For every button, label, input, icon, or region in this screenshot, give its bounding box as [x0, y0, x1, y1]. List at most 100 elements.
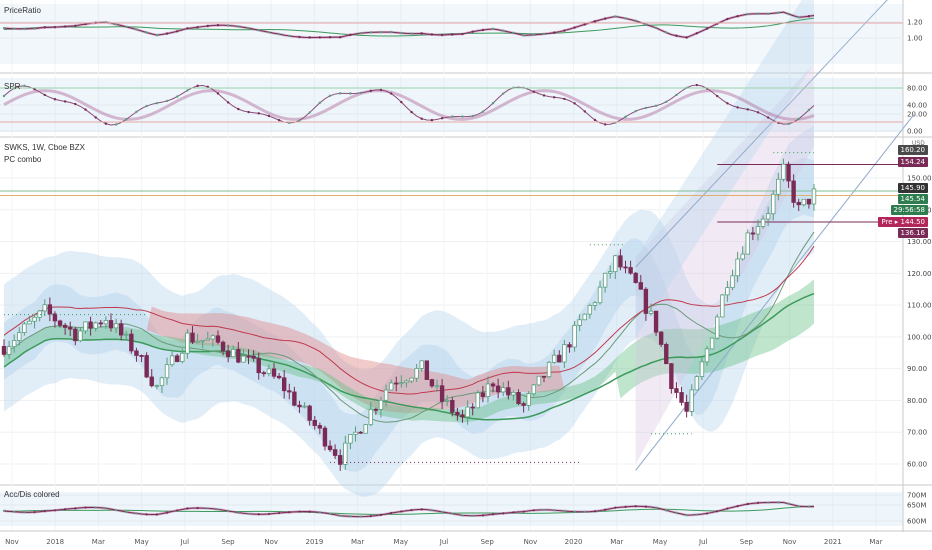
- accdist-average: [3, 505, 815, 515]
- candle-up: [465, 406, 470, 418]
- accdist-dot: [135, 512, 138, 515]
- main-pane-title[interactable]: SWKS, 1W, Cboe BZX: [4, 143, 85, 152]
- main-price-tick: 90.00: [907, 365, 927, 373]
- spr-dot: [257, 112, 260, 115]
- spr-dot: [552, 96, 556, 99]
- volatility-band-inner: [4, 157, 814, 472]
- indicator-title[interactable]: PC combo: [4, 155, 42, 164]
- accdist-dot: [94, 506, 97, 509]
- priceratio-dot: [186, 27, 189, 30]
- priceratio-dot: [257, 29, 260, 32]
- priceratio-dot: [491, 27, 495, 31]
- spr-dot: [532, 90, 536, 93]
- accdist-dot: [573, 510, 576, 513]
- candle-up: [434, 385, 440, 388]
- priceratio-dot: [155, 33, 159, 37]
- candle-up: [37, 310, 42, 318]
- spr-tick: 80.00: [907, 85, 927, 93]
- accdist-dot: [277, 511, 281, 515]
- candle-up: [404, 380, 409, 384]
- candle-up: [760, 218, 766, 227]
- candle-up: [78, 330, 83, 342]
- accdist-dot: [247, 512, 250, 515]
- spr-tick: 20.00: [907, 111, 927, 119]
- candle-up: [765, 213, 771, 220]
- priceratio-dot: [532, 33, 536, 37]
- priceratio-dot: [481, 28, 485, 32]
- spr-dot: [155, 101, 159, 105]
- spr-dot: [33, 87, 36, 91]
- accdist-dot: [390, 511, 393, 515]
- spr-dot: [410, 110, 413, 114]
- candle-down: [628, 267, 633, 274]
- accdist-dot: [155, 513, 158, 516]
- accdist-dot: [797, 505, 800, 508]
- spr-dot: [420, 117, 423, 120]
- spr-dot: [644, 106, 648, 110]
- candle-up: [11, 339, 17, 348]
- candle-up: [602, 272, 608, 288]
- price-tag: 154.24: [897, 157, 928, 167]
- candle-up: [210, 335, 216, 340]
- accdist-dot: [634, 505, 637, 508]
- candle-down: [129, 333, 134, 352]
- accdist-dot: [471, 514, 474, 517]
- priceratio-dot: [318, 36, 322, 39]
- priceratio-dot: [63, 25, 67, 28]
- spr-dot: [461, 115, 464, 118]
- time-axis-label: 2018: [46, 538, 64, 546]
- spr-dot: [2, 94, 6, 98]
- candle-down: [633, 272, 638, 283]
- spr-dot: [716, 94, 719, 98]
- candle-up: [159, 377, 165, 387]
- candle-down: [679, 392, 684, 403]
- accdist-dot: [410, 508, 413, 512]
- price_ratio-tick: 1.20: [907, 19, 923, 27]
- priceratio-dot: [288, 34, 291, 38]
- time-axis-label: May: [134, 538, 148, 546]
- spr-dot: [756, 111, 760, 114]
- accdist-dot: [756, 501, 760, 504]
- candle-up: [801, 198, 807, 206]
- spr-signal: [3, 89, 815, 121]
- price_ratio-tick: 1.00: [907, 35, 923, 43]
- priceratio-dot: [471, 30, 474, 33]
- accdist-pane-bg: [0, 486, 932, 530]
- priceratio-dot: [654, 26, 658, 30]
- accdist-dot: [675, 511, 678, 514]
- spr-dot: [359, 91, 362, 95]
- candle-down: [684, 401, 689, 412]
- time-axis-label: Sep: [740, 538, 754, 546]
- candle-down: [429, 379, 435, 387]
- spr-dot: [766, 116, 770, 119]
- candle-up: [776, 178, 781, 195]
- accdist-tick: 700M: [907, 492, 926, 500]
- spr-dot: [104, 122, 108, 125]
- accdist-dot: [644, 505, 647, 508]
- candle-down: [287, 390, 292, 393]
- candle-down: [52, 313, 58, 322]
- accdist-dot: [400, 510, 403, 513]
- candle-down: [495, 385, 501, 393]
- priceratio-dot: [430, 33, 434, 36]
- time-axis-label: Nov: [264, 538, 278, 546]
- candle-up: [694, 376, 700, 391]
- candle-down: [618, 255, 623, 268]
- priceratio-dot: [247, 26, 250, 30]
- accdist-dot: [379, 513, 383, 516]
- candle-up: [83, 321, 88, 332]
- spr-dot: [379, 88, 383, 92]
- spr-dot: [247, 110, 250, 114]
- candle-up: [185, 332, 190, 354]
- candle-down: [796, 202, 801, 206]
- accdist-dot: [196, 506, 199, 510]
- spr-dot: [481, 110, 485, 113]
- candle-down: [1, 346, 7, 355]
- priceratio-dot: [695, 32, 699, 35]
- accdist-line: [3, 501, 815, 518]
- spr-dot: [807, 108, 811, 112]
- time-axis-label: Mar: [351, 538, 364, 546]
- spr-dot: [145, 104, 148, 108]
- volatility-band-outer: [4, 125, 814, 497]
